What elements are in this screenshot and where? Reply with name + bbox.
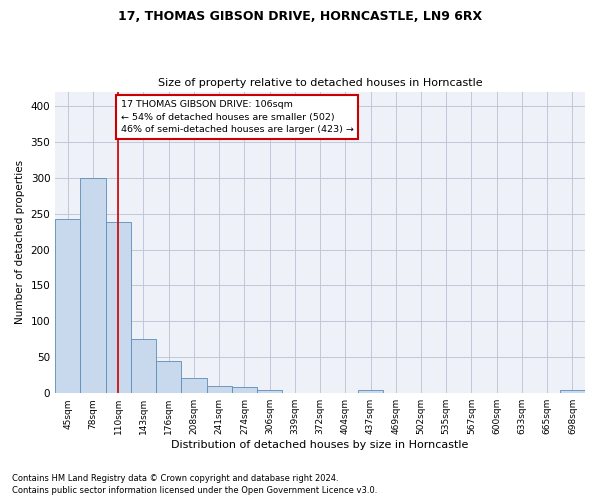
Bar bbox=[156, 361, 181, 393]
X-axis label: Distribution of detached houses by size in Horncastle: Distribution of detached houses by size … bbox=[172, 440, 469, 450]
Text: 17, THOMAS GIBSON DRIVE, HORNCASTLE, LN9 6RX: 17, THOMAS GIBSON DRIVE, HORNCASTLE, LN9… bbox=[118, 10, 482, 23]
Bar bbox=[560, 390, 585, 393]
Bar bbox=[131, 340, 156, 393]
Bar bbox=[358, 390, 383, 393]
Text: 17 THOMAS GIBSON DRIVE: 106sqm
← 54% of detached houses are smaller (502)
46% of: 17 THOMAS GIBSON DRIVE: 106sqm ← 54% of … bbox=[121, 100, 353, 134]
Bar bbox=[206, 386, 232, 393]
Text: Contains HM Land Registry data © Crown copyright and database right 2024.
Contai: Contains HM Land Registry data © Crown c… bbox=[12, 474, 377, 495]
Title: Size of property relative to detached houses in Horncastle: Size of property relative to detached ho… bbox=[158, 78, 482, 88]
Bar bbox=[106, 222, 131, 393]
Bar bbox=[55, 220, 80, 393]
Bar bbox=[232, 388, 257, 393]
Bar bbox=[80, 178, 106, 393]
Bar bbox=[257, 390, 282, 393]
Bar bbox=[181, 378, 206, 393]
Y-axis label: Number of detached properties: Number of detached properties bbox=[15, 160, 25, 324]
